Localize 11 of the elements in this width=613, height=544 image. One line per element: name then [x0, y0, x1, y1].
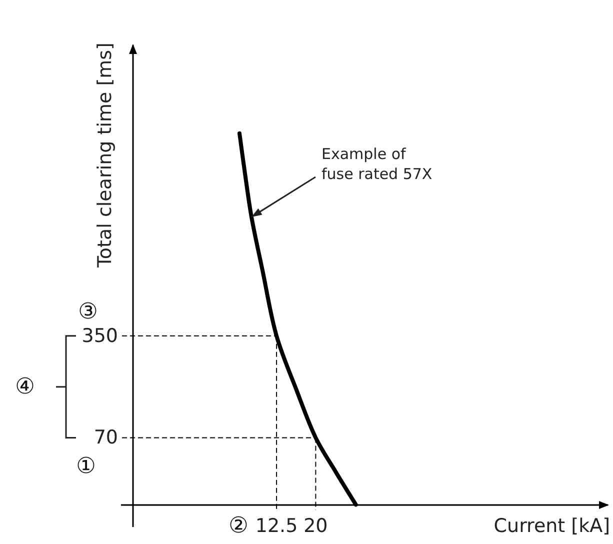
text: ④	[15, 374, 35, 400]
text: ③	[78, 299, 98, 324]
x-tick-label: 12.5	[255, 515, 298, 537]
y-tick-label: 70	[94, 426, 118, 449]
y-axis-title: Total clearing time [ms]	[94, 42, 116, 268]
text: ①	[76, 454, 96, 480]
annotation: Example of fuse rated 57X	[321, 145, 432, 183]
x-axis-title: Current [kA]	[494, 515, 610, 537]
y-tick-label: 350	[82, 324, 118, 347]
text: ②	[228, 514, 248, 538]
x-tick-label: 20	[304, 515, 328, 537]
